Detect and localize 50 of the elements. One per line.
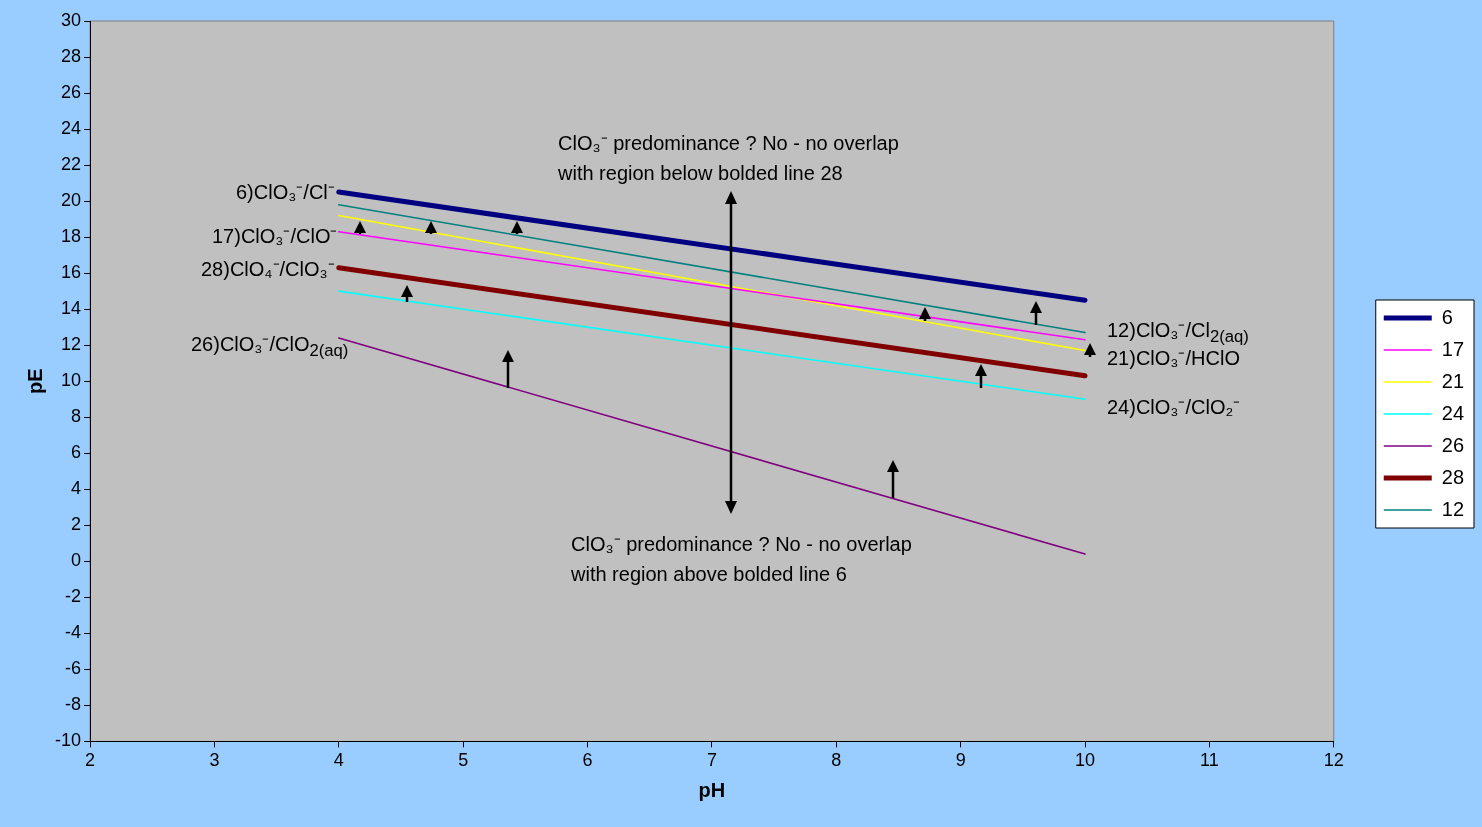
y-tick-label: -6: [65, 658, 82, 679]
y-tick-label: -8: [65, 694, 82, 715]
x-tick-label: 2: [85, 750, 96, 771]
x-tick-label: 8: [831, 750, 842, 771]
legend-label: 26: [1441, 433, 1464, 456]
x-tick-label: 9: [955, 750, 966, 771]
y-tick-label: 22: [60, 154, 82, 175]
annotation: 28)ClO₄⁻/ClO₃⁻: [201, 257, 335, 282]
y-tick-label: 24: [60, 118, 82, 139]
y-tick-label: 2: [71, 514, 82, 535]
y-tick-label: 12: [60, 334, 82, 355]
y-tick-label: 14: [60, 298, 82, 319]
y-axis-title: pE: [23, 368, 46, 394]
y-tick-label: 30: [60, 9, 82, 30]
y-tick-label: 20: [60, 190, 82, 211]
x-axis-title: pH: [698, 778, 726, 801]
y-tick-label: 8: [71, 406, 82, 427]
legend-label: 28: [1441, 465, 1464, 488]
y-tick-label: 18: [60, 226, 82, 247]
annotation: 12)ClO₃⁻/Cl$_{2(aq)}$: [1107, 318, 1249, 346]
y-tick-label: -4: [65, 622, 82, 643]
legend-label: 17: [1441, 337, 1464, 360]
legend-label: 21: [1441, 369, 1464, 392]
annotation: 6)ClO₃⁻/Cl⁻: [236, 180, 335, 205]
legend-label: 24: [1441, 401, 1464, 424]
x-tick-label: 10: [1074, 750, 1096, 771]
annotation: 24)ClO₃⁻/ClO₂⁻: [1107, 395, 1241, 420]
annotation: 21)ClO₃⁻/HClO: [1107, 347, 1240, 369]
annotation: ClO₃⁻ predominance ? No - no overlap with region above bolded line 6: [571, 532, 912, 587]
y-tick-label: 10: [60, 370, 82, 391]
x-tick-label: 12: [1323, 750, 1344, 771]
y-tick-label: -2: [65, 586, 82, 607]
x-tick-label: 4: [333, 750, 344, 771]
legend-label: 12: [1441, 497, 1464, 520]
annotation: 26)ClO₃⁻/ClO$_{2(aq)}$: [191, 331, 349, 362]
x-tick-label: 7: [706, 750, 717, 771]
y-tick-label: 26: [60, 82, 82, 103]
annotation: ClO₃⁻ predominance ? No - no overlap with region below bolded line 28: [558, 131, 899, 186]
y-tick-label: -10: [55, 730, 82, 751]
y-tick-label: 16: [60, 262, 82, 283]
y-tick-label: 4: [71, 478, 82, 499]
x-tick-label: 6: [582, 750, 593, 771]
y-tick-label: 0: [71, 550, 82, 571]
annotation: 17)ClO₃⁻/ClO⁻: [212, 224, 338, 249]
x-tick-label: 3: [209, 750, 220, 771]
y-tick-label: 6: [71, 442, 82, 463]
y-tick-label: 28: [60, 45, 82, 66]
legend-label: 6: [1441, 305, 1453, 328]
x-tick-label: 11: [1200, 750, 1219, 771]
x-tick-label: 5: [458, 750, 469, 771]
